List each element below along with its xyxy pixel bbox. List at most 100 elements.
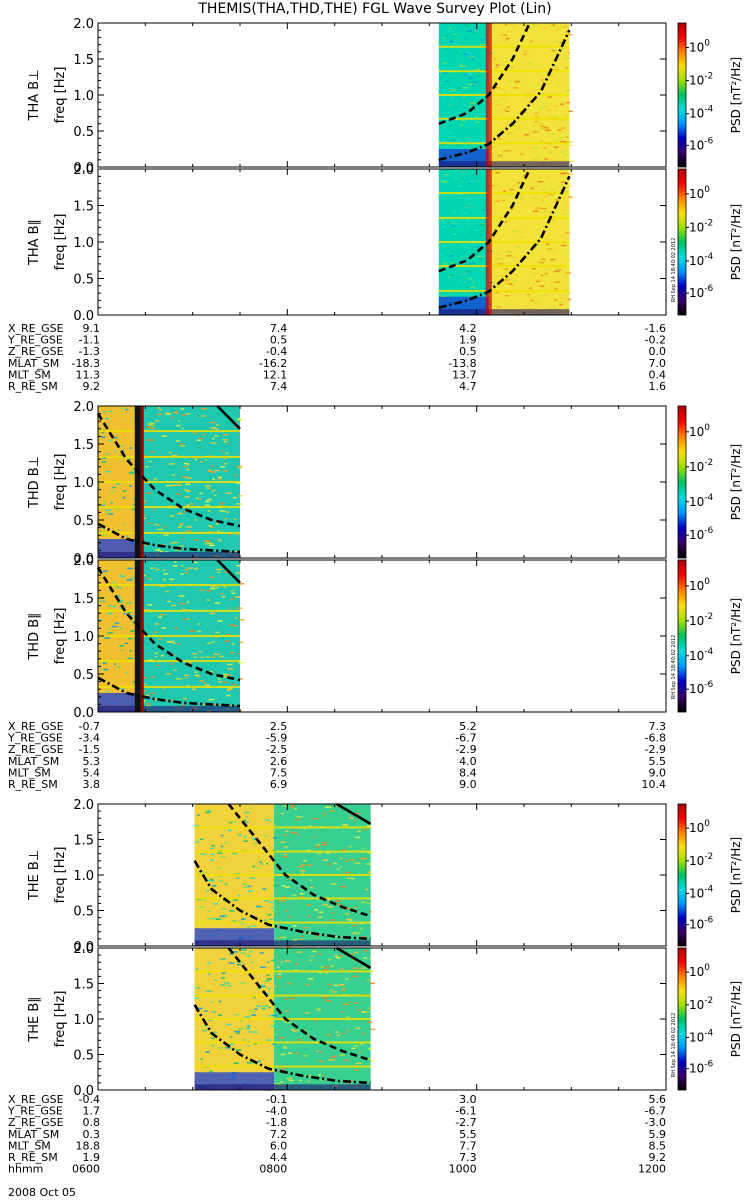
y-tick-label: 1.5: [73, 978, 94, 993]
ephemeris-value: -2.9: [645, 743, 666, 756]
colorbar-title: PSD [nT²/Hz]: [729, 444, 743, 520]
harmonic-line: [98, 481, 240, 483]
harmonic-line: [194, 850, 371, 853]
ephemeris-value: 0.8: [83, 1116, 101, 1129]
spectrogram-texture: [99, 561, 245, 713]
ephemeris-value: 6.9: [270, 778, 288, 791]
ephemeris-value: 7.7: [459, 1139, 477, 1152]
ephemeris-value: 1.9: [459, 334, 477, 347]
ephemeris-value: -0.2: [645, 334, 666, 347]
colorbar-tick-label: 10-4: [689, 105, 714, 121]
y-axis-title: THE B⊥: [27, 850, 42, 901]
colorbar-tick-label: 10-4: [689, 647, 714, 663]
colorbar-tick-label: 100: [689, 185, 710, 201]
ephemeris-value: 7.4: [270, 380, 288, 393]
ephemeris-value: -6.7: [455, 732, 476, 745]
y-tick-label: 0.5: [73, 1049, 94, 1064]
date-label: 2008 Oct 05: [8, 1186, 76, 1199]
ephemeris-value: -18.3: [72, 357, 100, 370]
ephemeris-value: -6.1: [455, 1105, 476, 1118]
colorbar-gradient: [677, 22, 687, 168]
ephemeris-value: 0.4: [649, 368, 667, 381]
ephemeris-label: MLAT_SM: [8, 357, 59, 370]
ephemeris-value: 9.2: [649, 1151, 667, 1164]
gyrofrequency-curve: [97, 676, 241, 708]
ephemeris-label: Z_RE_GSE: [8, 1116, 64, 1129]
orbit-marker-line: [140, 560, 144, 712]
colorbar: 100 10-2 10-4 10-6 PSD [nT²/Hz] RH Sep 14 18:…: [671, 559, 743, 713]
colorbar-tick-label: 10-2: [689, 852, 713, 868]
y-tick-label: 2.0: [73, 400, 94, 415]
colorbar-tick-label: 10-4: [689, 884, 714, 900]
spectrogram-panel: 0.0 0.5 1.0 1.5 2.0 THE B∥ freq [Hz] 100 10-2 10-…: [27, 942, 743, 1099]
spectrogram-panel: 0.0 0.5 1.0 1.5 2.0 THD B⊥ freq [Hz] 100 10-2 10-…: [27, 400, 743, 567]
colorbar-tick-label: 10-6: [689, 916, 714, 932]
y-tick-label: 2.0: [73, 554, 94, 569]
ephemeris-label: hhmm: [8, 1163, 43, 1176]
y-tick-label: 1.0: [73, 869, 94, 884]
ephemeris-value: 7.4: [270, 322, 288, 335]
gyrofrequency-curve: [193, 860, 371, 941]
ephemeris-value: -13.8: [448, 357, 476, 370]
low-frequency-band: [98, 551, 240, 558]
harmonic-line: [98, 506, 240, 509]
harmonic-line: [438, 265, 570, 268]
y-axis-title: THE B∥: [27, 996, 42, 1042]
colorbar: 100 10-2 10-4 10-6 PSD [nT²/Hz] RH Sep 14 18:…: [671, 947, 743, 1091]
ephemeris-value: 1.9: [83, 1151, 101, 1164]
panel-frame: [97, 168, 667, 316]
ephemeris-label: R_RE_SM: [8, 778, 58, 791]
y-tick-label: 0.0: [73, 940, 94, 955]
ephemeris-value: 9.1: [83, 322, 101, 335]
y-tick-label: 1.0: [73, 89, 94, 104]
ephemeris-value: 3.0: [459, 1093, 477, 1106]
colorbar: 100 10-2 10-4 10-6 PSD [nT²/Hz]: [677, 22, 743, 168]
gyrofrequency-curve: [193, 1004, 371, 1085]
colorbar: 100 10-2 10-4 10-6 PSD [nT²/Hz] RH Sep 14 18:…: [671, 168, 743, 316]
y-tick-label: 2.0: [73, 942, 94, 957]
ephemeris-label: MLAT_SM: [8, 1128, 59, 1141]
colorbar: 100 10-2 10-4 10-6 PSD [nT²/Hz]: [677, 803, 743, 947]
ephemeris-table: X_RE_GSE 9.1 7.4 4.2 -1.6Y_RE_GSE -1.1 0.5 1.9-…: [7, 322, 666, 393]
colorbar-tick-label: 10-2: [689, 218, 713, 234]
gyrofrequency-curve: [438, 29, 571, 162]
ephemeris-label: Y_RE_GSE: [7, 732, 63, 745]
ephemeris-label: R_RE_SM: [8, 1151, 58, 1164]
timestamp-stamp: RH Sep 14 18:40:02 2012: [671, 1013, 677, 1078]
ephemeris-value: -0.4: [79, 1093, 100, 1106]
ephemeris-value: -0.1: [266, 1093, 287, 1106]
harmonic-line: [438, 70, 570, 73]
y-tick-label: 1.0: [73, 630, 94, 645]
ephemeris-value: 4.4: [270, 1151, 288, 1164]
ephemeris-label: Y_RE_GSE: [7, 1105, 63, 1118]
ephemeris-value: -16.2: [259, 357, 287, 370]
colorbar-tick-label: 100: [689, 819, 710, 835]
ephemeris-value: 4.0: [459, 755, 477, 768]
y-tick-label: 2.0: [73, 798, 94, 813]
spectrogram-panel: 0.0 0.5 1.0 1.5 2.0 THA B⊥ freq [Hz] 100 10-2 10-…: [27, 17, 743, 176]
ephemeris-value: 1000: [449, 1163, 477, 1176]
ephemeris-value: 7.0: [649, 357, 667, 370]
colorbar: 100 10-2 10-4 10-6 PSD [nT²/Hz]: [677, 405, 743, 559]
colorbar-tick-label: 100: [689, 577, 710, 593]
ephemeris-value: 4.2: [459, 322, 477, 335]
ephemeris-label: Z_RE_GSE: [8, 743, 64, 756]
harmonic-line: [194, 970, 371, 973]
ephemeris-value: 9.2: [83, 380, 101, 393]
y-tick-label: 1.5: [73, 438, 94, 453]
colorbar-tick-label: 10-4: [689, 1028, 714, 1044]
ephemeris-label: X_RE_GSE: [8, 1093, 64, 1106]
harmonic-line: [98, 635, 240, 637]
ephemeris-value: 13.7: [452, 368, 477, 381]
ephemeris-value: 0800: [259, 1163, 287, 1176]
ephemeris-value: 10.4: [642, 778, 667, 791]
y-tick-label: 2.0: [73, 17, 94, 32]
colorbar-tick-label: 10-4: [689, 252, 714, 268]
ephemeris-value: 18.8: [76, 1139, 101, 1152]
gyrofrequency-curve: [96, 566, 241, 682]
orbit-marker-line: [140, 406, 144, 558]
harmonic-line: [194, 1018, 371, 1020]
orbit-marker-line: [134, 560, 141, 712]
y-tick-label: 1.5: [73, 53, 94, 68]
